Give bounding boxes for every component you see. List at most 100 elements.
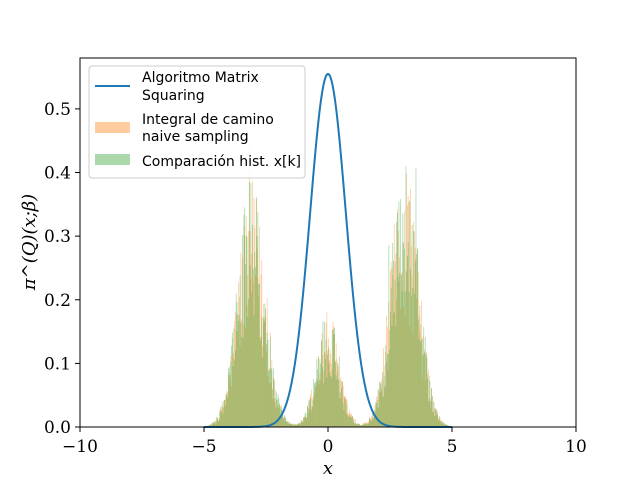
histogram-bar — [403, 210, 405, 427]
histogram-bar — [316, 358, 318, 427]
histogram-bar — [414, 248, 416, 427]
histogram-bar — [408, 202, 410, 427]
histogram-bar — [380, 388, 382, 427]
histogram-bar — [395, 326, 397, 427]
histogram-bar — [286, 421, 287, 427]
histogram-bar — [290, 423, 291, 427]
histogram-bar — [269, 332, 271, 427]
histogram-bar — [283, 417, 284, 427]
histogram-bar — [248, 181, 250, 427]
histogram-bar — [267, 375, 269, 427]
histogram-bar — [265, 308, 267, 427]
histogram-bar — [434, 407, 435, 427]
histogram-bar — [394, 280, 396, 427]
histogram-bar — [395, 253, 397, 427]
histogram-bar — [355, 423, 356, 427]
histogram-bar — [310, 397, 311, 427]
histogram-bar — [364, 423, 366, 427]
histogram-bar — [275, 407, 277, 427]
histogram-bar — [228, 368, 229, 427]
histogram-bar — [414, 261, 416, 427]
histogram-bar — [291, 423, 293, 427]
histogram-bar — [377, 396, 379, 427]
histogram-bar — [228, 371, 230, 427]
histogram-bar — [359, 424, 360, 427]
histogram-bar — [375, 411, 377, 427]
histogram-bar — [433, 401, 435, 427]
histogram-bar — [252, 268, 254, 427]
histogram-bar — [347, 415, 349, 427]
histogram-bar — [208, 424, 210, 427]
histogram-bar — [402, 213, 404, 427]
histogram-bar — [362, 425, 363, 427]
histogram-bar — [312, 396, 314, 427]
histogram-bar — [260, 274, 262, 427]
histogram-bar — [353, 419, 355, 427]
histogram-bar — [400, 308, 401, 427]
histogram-bar — [438, 415, 440, 427]
histogram-bar — [324, 351, 325, 427]
histogram-bar — [297, 423, 299, 427]
histogram-bar — [432, 412, 434, 427]
histogram-bar — [235, 293, 237, 427]
histogram-bar — [362, 423, 364, 427]
histogram-bar — [317, 381, 318, 427]
legend-label-comparacion: Comparación hist. x[k] — [142, 154, 301, 170]
histogram-bar — [285, 417, 287, 427]
histogram-bar — [330, 353, 332, 427]
histogram-bar — [290, 423, 292, 427]
histogram-bar — [342, 385, 344, 427]
histogram-bar — [264, 316, 266, 427]
histogram-bar — [312, 400, 314, 427]
y-tick-label: 0.4 — [44, 164, 71, 184]
histogram-bar — [229, 375, 231, 427]
histogram-bar — [400, 273, 402, 427]
histogram-bar — [424, 352, 425, 427]
histogram-bar — [300, 421, 302, 427]
histogram-bar — [438, 418, 440, 427]
histogram-bar — [327, 354, 329, 427]
histogram-bar — [225, 393, 227, 427]
histogram-bar — [328, 338, 329, 427]
histogram-bar — [243, 226, 245, 427]
histogram-bar — [277, 394, 279, 427]
histogram-bar — [390, 261, 392, 427]
histogram-bar — [374, 409, 376, 427]
histogram-bar — [417, 249, 418, 427]
histogram-bar — [220, 410, 222, 427]
histogram-bar — [445, 424, 446, 427]
histogram-bar — [345, 396, 346, 427]
histogram-bar — [438, 419, 439, 427]
histogram-bar — [417, 248, 418, 427]
histogram-bar — [376, 403, 377, 427]
histogram-bar — [357, 423, 359, 427]
histogram-bar — [372, 418, 373, 427]
histogram-bar — [286, 422, 288, 427]
histogram-bar — [225, 396, 227, 427]
histogram-bar — [222, 414, 224, 427]
histogram-bar — [345, 398, 347, 427]
histogram-bar — [273, 378, 275, 427]
histogram-bar — [253, 315, 255, 427]
histogram-bar — [211, 422, 213, 427]
histogram-bar — [384, 385, 386, 427]
histogram-bar — [248, 298, 249, 427]
histogram-bar — [224, 405, 226, 427]
histogram-bar — [284, 421, 286, 427]
histogram-bar — [236, 315, 238, 427]
histogram-bar — [214, 423, 216, 427]
histogram-bar — [263, 322, 265, 427]
histogram-bar — [214, 422, 215, 427]
histogram-bar — [260, 337, 262, 427]
histogram-bar — [440, 421, 442, 427]
histogram-bar — [215, 419, 217, 427]
histogram-bar — [314, 383, 315, 427]
histogram-bar — [399, 272, 401, 427]
histogram-bar — [327, 350, 329, 427]
histogram-bar — [307, 405, 308, 427]
histogram-bar — [341, 388, 342, 427]
histogram-bar — [403, 307, 404, 427]
histogram-bar — [410, 268, 411, 427]
histogram-bar — [317, 356, 319, 427]
histogram-bar — [393, 260, 394, 427]
